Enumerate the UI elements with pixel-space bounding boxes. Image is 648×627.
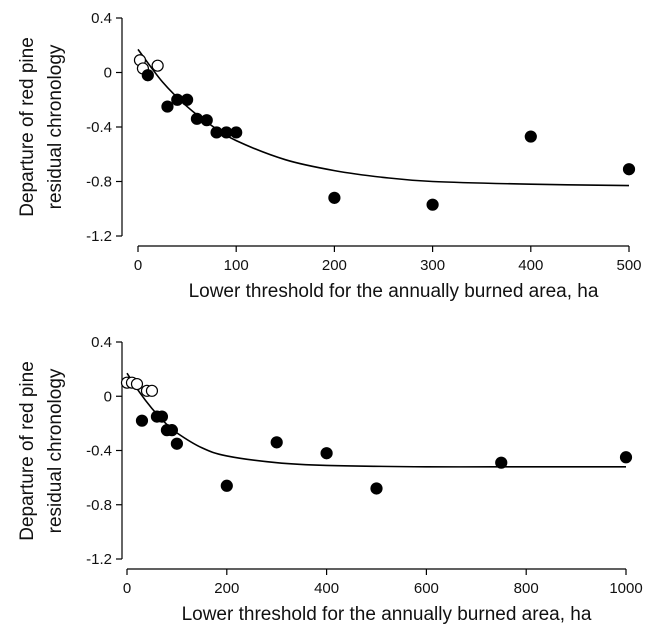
data-point-filled	[524, 130, 537, 143]
x-tick-label: 600	[414, 580, 439, 597]
data-point-open	[130, 377, 144, 391]
chart-bottom: 0.4 0 -0.4 -0.8 -1.2 0 200 400 600 800 1000 Lower t…	[17, 334, 643, 625]
y-tick-label: -0.8	[86, 497, 112, 514]
data-point-filled	[135, 414, 149, 427]
data-point-filled	[622, 163, 636, 176]
x-tick-label: 500	[616, 257, 641, 274]
data-point-filled	[320, 447, 333, 460]
data-point-filled	[230, 126, 243, 139]
data-point-filled	[170, 437, 183, 450]
data-point-filled	[220, 479, 233, 492]
data-point-filled	[328, 191, 341, 204]
y-tick-label: -1.2	[86, 228, 112, 245]
x-axis-title: Lower threshold for the annually burned …	[182, 604, 592, 625]
y-tick-label: 0.4	[91, 334, 112, 351]
y-tick-label: -0.4	[86, 443, 112, 460]
y-axis-title-line: residual chronology	[45, 368, 66, 533]
x-tick-label: 0	[123, 580, 131, 597]
x-tick-label: 300	[420, 257, 445, 274]
x-tick-label: 800	[514, 580, 539, 597]
x-tick-label: 100	[224, 257, 249, 274]
data-point-filled	[370, 482, 383, 495]
y-axis-title-line: residual chronology	[45, 44, 66, 209]
data-point-filled	[141, 69, 154, 82]
x-axis-title: Lower threshold for the annually burned …	[189, 281, 599, 302]
x-tick-label: 200	[214, 580, 239, 597]
data-point-filled	[495, 456, 508, 469]
x-tick-label: 400	[518, 257, 543, 274]
x-tick-label: 200	[322, 257, 347, 274]
chart-top: 0.4 0 -0.4 -0.8 -1.2 0 100 200 300 400 500 Lower th…	[17, 10, 642, 302]
data-point-filled	[181, 93, 194, 106]
data-point-filled	[165, 424, 179, 437]
x-tick-label: 400	[314, 580, 339, 597]
fit-curve	[126, 372, 626, 468]
data-point-filled	[155, 410, 169, 423]
y-tick-label: 0	[104, 388, 112, 405]
y-tick-label: 0.4	[91, 10, 112, 27]
y-tick-label: -0.4	[86, 119, 112, 136]
data-point-open	[145, 384, 159, 397]
data-point-filled	[190, 112, 204, 125]
data-point-filled	[619, 451, 633, 464]
data-point-filled	[426, 198, 439, 211]
data-point-open	[151, 59, 164, 72]
data-point-filled	[161, 100, 174, 113]
x-tick-label: 0	[134, 257, 142, 274]
data-point-filled	[270, 436, 283, 449]
x-tick-label: 1000	[609, 580, 642, 597]
data-point-filled	[200, 114, 213, 127]
y-tick-label: -0.8	[86, 174, 112, 191]
y-axis-title-line: Departure of red pine	[17, 361, 38, 541]
y-tick-label: 0	[104, 65, 112, 82]
y-tick-label: -1.2	[86, 551, 112, 568]
y-axis-title-line: Departure of red pine	[17, 37, 38, 217]
